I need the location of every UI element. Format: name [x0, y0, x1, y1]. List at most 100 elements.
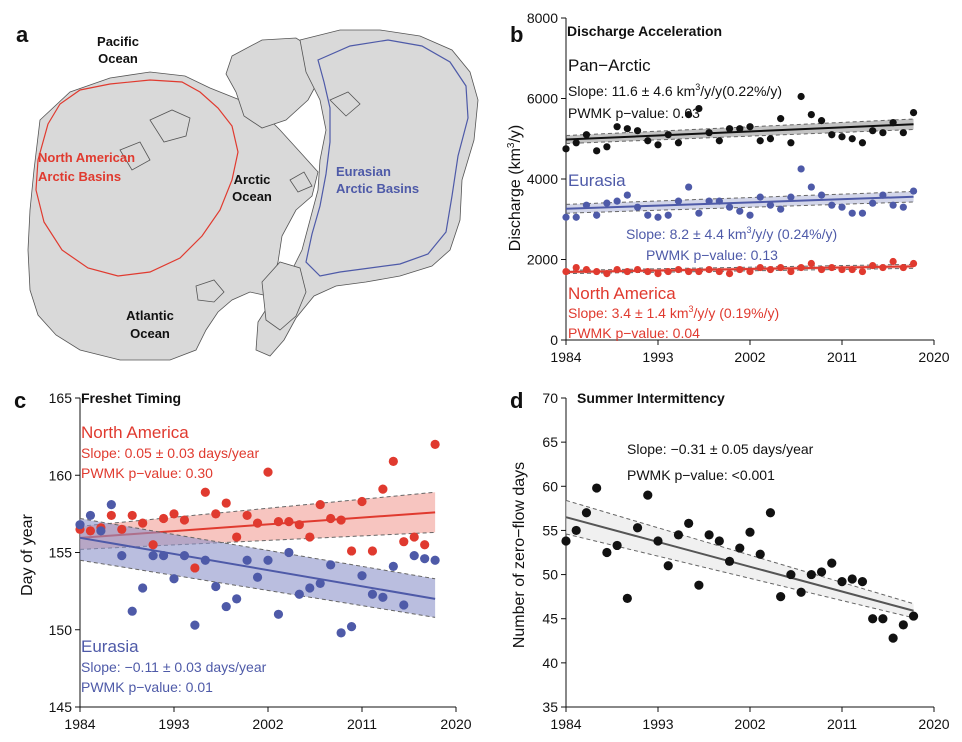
y-tick-label: 65 — [542, 434, 558, 450]
data-point — [85, 510, 96, 521]
b-pan-arctic-slope: Slope: 11.6 ± 4.6 km3/y/y(0.22%/y) — [568, 82, 782, 99]
data-point — [797, 165, 805, 173]
data-point — [622, 593, 632, 604]
north-american-basin-outline — [35, 79, 239, 277]
y-tick-label: 45 — [542, 611, 558, 627]
data-point — [336, 628, 346, 638]
data-point — [838, 265, 846, 274]
data-point — [828, 201, 836, 209]
data-point — [305, 532, 315, 542]
c-north-america-pvalue: PWMK p−value: 0.30 — [81, 465, 213, 481]
data-point — [409, 550, 419, 561]
y-tick-label: 60 — [542, 478, 558, 494]
data-point — [232, 594, 242, 604]
panel-b-axes: 1984 1993 2002 2011 2020 0 2000 4000 6000 8000 — [527, 10, 950, 365]
data-point — [653, 536, 663, 546]
data-point — [746, 267, 754, 276]
greenland-land — [225, 37, 323, 129]
data-point — [346, 622, 357, 632]
x-tick-label: 2002 — [734, 716, 765, 732]
data-point — [705, 265, 713, 274]
scandinavia-land — [261, 261, 307, 331]
data-point — [572, 263, 580, 272]
x-tick-label: 1993 — [158, 716, 189, 732]
data-point — [169, 509, 179, 519]
trend-line — [79, 536, 436, 600]
y-tick-label: 70 — [542, 390, 558, 406]
data-point — [211, 581, 221, 592]
data-point — [664, 211, 672, 219]
data-point — [399, 537, 409, 547]
panel-b-ylabel-tail: /y) — [507, 125, 524, 143]
data-point — [305, 583, 315, 593]
data-point — [562, 145, 570, 153]
data-point — [179, 515, 190, 525]
data-point — [797, 263, 805, 272]
b-eurasia-pvalue: PWMK p−value: 0.13 — [646, 247, 778, 263]
data-point — [736, 207, 744, 215]
data-point — [357, 496, 367, 507]
b-eurasia-slope: Slope: 8.2 ± 4.4 km3/y/y (0.24%/y) — [626, 225, 837, 242]
b-eurasia-name: Eurasia — [568, 171, 626, 190]
data-point — [898, 620, 908, 630]
label-eurasian-basins-line2: Arctic Basins — [336, 181, 419, 196]
data-point — [725, 203, 734, 211]
data-point — [766, 201, 775, 209]
data-point — [817, 117, 826, 125]
data-point — [868, 614, 878, 624]
data-point — [613, 197, 621, 205]
data-point — [714, 536, 724, 546]
data-point — [315, 578, 325, 589]
panel-d-letter: d — [510, 388, 523, 413]
data-point — [633, 203, 642, 211]
y-tick-label: 4000 — [527, 171, 558, 187]
data-point — [593, 267, 601, 276]
panel-a-letter: a — [16, 22, 29, 47]
b-eurasia-slope-sup: 3 — [747, 225, 752, 235]
b-north-america-name: North America — [568, 284, 676, 303]
data-point — [252, 572, 263, 582]
data-point — [837, 577, 847, 587]
data-point — [817, 265, 826, 274]
label-pacific-line1: Pacific — [97, 34, 139, 49]
c-eurasia-name: Eurasia — [81, 637, 139, 656]
data-point — [756, 263, 764, 272]
iceland-land — [195, 279, 225, 303]
data-point — [857, 577, 868, 587]
data-point — [326, 560, 336, 570]
data-point — [807, 259, 815, 268]
y-tick-label: 160 — [49, 467, 73, 483]
data-point — [138, 583, 148, 593]
data-point — [346, 546, 357, 556]
data-point — [777, 115, 785, 123]
y-tick-label: 0 — [550, 332, 558, 348]
data-point — [644, 211, 652, 219]
data-point — [776, 592, 786, 602]
data-point — [294, 589, 304, 599]
confidence-lower — [565, 533, 914, 619]
data-point — [787, 139, 795, 147]
data-point — [684, 518, 694, 528]
label-arctic-line1: Arctic — [234, 172, 271, 187]
data-point — [623, 267, 631, 276]
arctic-islands — [119, 91, 361, 193]
data-point — [725, 269, 734, 278]
data-point — [715, 197, 723, 205]
data-point — [315, 500, 325, 510]
data-point — [117, 524, 127, 534]
data-point — [603, 143, 611, 151]
panel-b-ylabel-sup: 3 — [506, 142, 517, 148]
y-tick-label: 150 — [49, 622, 73, 638]
y-tick-label: 55 — [542, 522, 558, 538]
b-eurasia-slope-prefix: Slope: 8.2 ± 4.4 km — [626, 226, 747, 242]
data-point — [889, 201, 897, 209]
confidence-upper — [565, 190, 914, 205]
y-tick-label: 165 — [49, 390, 73, 406]
data-point — [663, 561, 673, 571]
data-point — [367, 546, 378, 556]
data-point — [807, 111, 815, 119]
data-point — [633, 127, 642, 135]
data-point — [179, 550, 190, 561]
confidence-lower — [79, 559, 436, 618]
data-point — [736, 265, 744, 274]
